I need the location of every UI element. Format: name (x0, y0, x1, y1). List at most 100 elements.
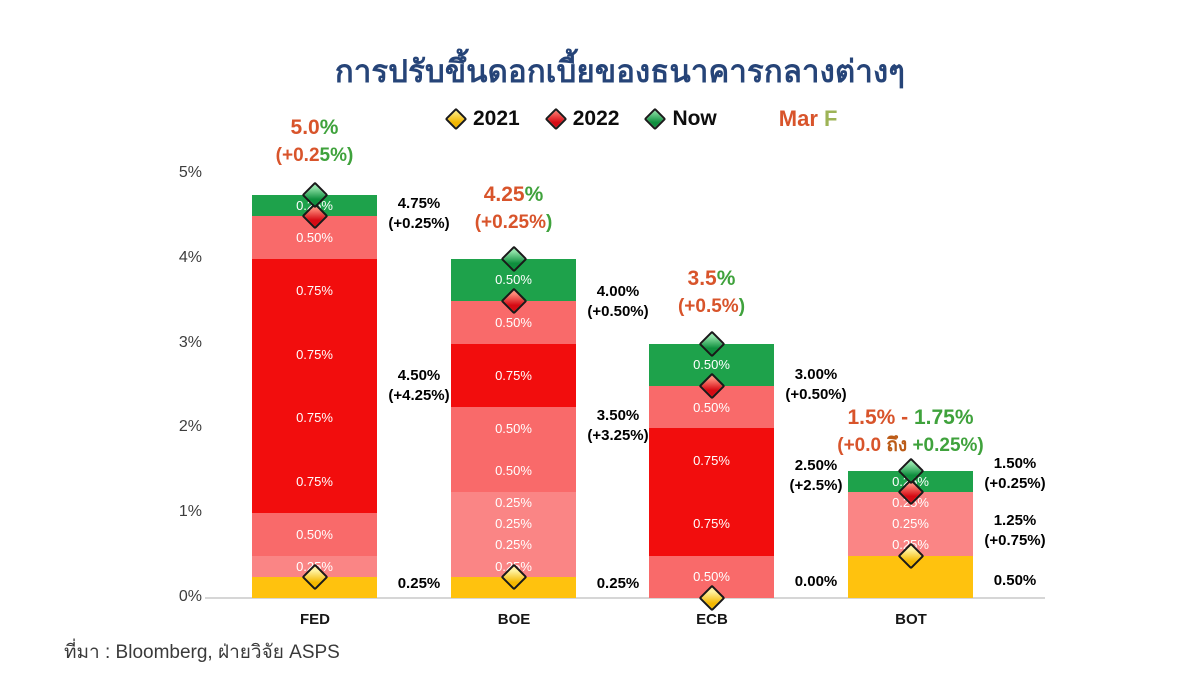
segment-value-label: 0.75% (296, 410, 333, 426)
bar-segment-boe: 0.50% (451, 407, 576, 450)
annotation-now-bot: 1.50% (+0.25%) (945, 454, 1085, 494)
bar-segment-boe: 0.25% (451, 513, 576, 535)
forecast-text-part: (+0.0 (837, 435, 887, 456)
legend-label-2021: 2021 (473, 107, 520, 130)
forecast-line2: (+0.25%) (145, 146, 485, 165)
segment-value-label: 0.75% (693, 516, 730, 532)
x-axis-label-boe: BOE (497, 611, 531, 628)
red-diamond-icon (544, 107, 568, 131)
legend-label-mar-forecast: Mar F (779, 106, 838, 132)
chart-legend: 2021 2022 Now Mar F (444, 106, 838, 132)
f-label-part: F (817, 106, 838, 131)
forecast-fed: 5.0% (+0.25%) (145, 117, 485, 165)
annotation-line: 0.25% (596, 575, 640, 593)
annotation-line: 0.25% (397, 575, 441, 593)
annotation-line: 3.50% (596, 407, 640, 425)
legend-item-2021: 2021 (444, 107, 520, 131)
annotation-line: 1.50% (993, 455, 1037, 473)
bar-segment-fed: 0.50% (252, 513, 377, 556)
forecast-text-part: 1.75% (913, 406, 974, 429)
forecast-ecb: 3.5% (+0.5%) (542, 268, 882, 316)
annotation-base-bot: 0.50% (945, 571, 1085, 591)
segment-value-label: 0.75% (693, 452, 730, 468)
bar-segment-fed: 0.75% (252, 258, 377, 323)
annotation-line: (+2.5%) (789, 477, 843, 494)
annotation-base-fed: 0.25% (349, 574, 489, 594)
annotation-line: (+3.25%) (587, 427, 649, 444)
annotation-now-fed: 4.75% (+0.25%) (349, 194, 489, 234)
annotation-line: 4.75% (397, 195, 441, 213)
forecast-text-part: 5.0 (290, 116, 320, 139)
annotation-line: (+0.75%) (984, 532, 1046, 549)
annotation-line: 1.25% (993, 512, 1037, 530)
annotation-line: 0.50% (993, 572, 1037, 590)
annotation-line: 2.50% (794, 457, 838, 475)
segment-value-label: 0.25% (495, 537, 532, 553)
forecast-text-part: ) (738, 296, 746, 317)
bar-segment-bot: 0.25% (848, 513, 973, 535)
segment-value-label: 0.50% (495, 272, 532, 288)
forecast-text-part: % (319, 116, 339, 139)
bar-segment-boe: 0.25% (451, 492, 576, 514)
bar-segment-ecb: 0.75% (649, 492, 774, 556)
segment-value-label: 0.50% (495, 420, 532, 436)
forecast-text-part: 5%) (319, 145, 354, 166)
forecast-text-part: 3.5 (687, 267, 717, 290)
bar-segment-fed: 0.75% (252, 449, 377, 514)
segment-value-label: 0.50% (693, 357, 730, 373)
segment-value-label: 0.50% (693, 569, 730, 585)
forecast-text-part: 1.5% - (847, 406, 914, 429)
forecast-text-part: ถึง (886, 435, 913, 456)
forecast-line1: 1.5% - 1.75% (741, 407, 1081, 428)
forecast-text-part: % (716, 267, 736, 290)
chart-title: การปรับขึ้นดอกเบี้ยของธนาคารกลางต่างๆ (334, 54, 906, 89)
annotation-mid-bot: 1.25% (+0.75%) (945, 511, 1085, 551)
annotation-line: (+4.25%) (388, 387, 450, 404)
segment-value-label: 0.50% (495, 463, 532, 479)
annotation-mid-ecb: 2.50% (+2.5%) (746, 456, 886, 496)
legend-item-2022: 2022 (544, 107, 620, 131)
annotation-line: (+0.50%) (785, 386, 847, 403)
bar-segment-boe: 0.25% (451, 534, 576, 556)
segment-value-label: 0.50% (693, 399, 730, 415)
segment-value-label: 0.75% (296, 346, 333, 362)
segment-value-label: 0.50% (296, 526, 333, 542)
annotation-mid-boe: 3.50% (+3.25%) (548, 406, 688, 446)
y-axis-label: 0% (178, 588, 202, 605)
forecast-line1: 3.5% (542, 268, 882, 289)
forecast-line1: 4.25% (344, 184, 684, 205)
x-axis-label-ecb: ECB (696, 611, 728, 628)
y-axis-label: 1% (178, 503, 202, 520)
forecast-text-part: (+0.2 (275, 145, 320, 166)
forecast-line1: 5.0% (145, 117, 485, 138)
legend-label-2022: 2022 (572, 107, 620, 130)
y-axis-label: 2% (178, 418, 202, 435)
segment-value-label: 0.25% (495, 495, 532, 511)
forecast-bot: 1.5% - 1.75% (+0.0 ถึง +0.25%) (741, 407, 1081, 455)
annotation-line: (+0.50%) (587, 303, 649, 320)
y-axis-label: 5% (178, 164, 202, 181)
forecast-line2: (+0.5%) (542, 297, 882, 316)
segment-value-label: 0.75% (296, 473, 333, 489)
segment-value-label: 0.50% (495, 314, 532, 330)
source-note: ที่มา : Bloomberg, ฝ่ายวิจัย ASPS (64, 642, 340, 663)
y-axis-label: 3% (178, 334, 202, 351)
forecast-line2: (+0.0 ถึง +0.25%) (741, 436, 1081, 455)
annotation-base-boe: 0.25% (548, 574, 688, 594)
segment-value-label: 0.25% (495, 516, 532, 532)
forecast-text-part: (+0.25% (474, 212, 546, 233)
legend-label-now: Now (672, 107, 717, 130)
legend-item-now: Now (644, 107, 717, 131)
segment-value-label: 0.50% (296, 230, 333, 246)
segment-value-label: 0.25% (892, 516, 929, 532)
x-axis-line (205, 597, 1045, 599)
mar-label-part: Mar (778, 106, 818, 131)
bar-segment-boe: 0.50% (451, 449, 576, 492)
annotation-mid-fed: 4.50% (+4.25%) (349, 366, 489, 406)
annotation-line: 4.00% (596, 283, 640, 301)
x-axis-label-bot: BOT (895, 611, 927, 628)
bar-segment-fed: 0.75% (252, 322, 377, 386)
annotation-base-ecb: 0.00% (746, 572, 886, 592)
bar-segment-fed: 0.75% (252, 386, 377, 450)
